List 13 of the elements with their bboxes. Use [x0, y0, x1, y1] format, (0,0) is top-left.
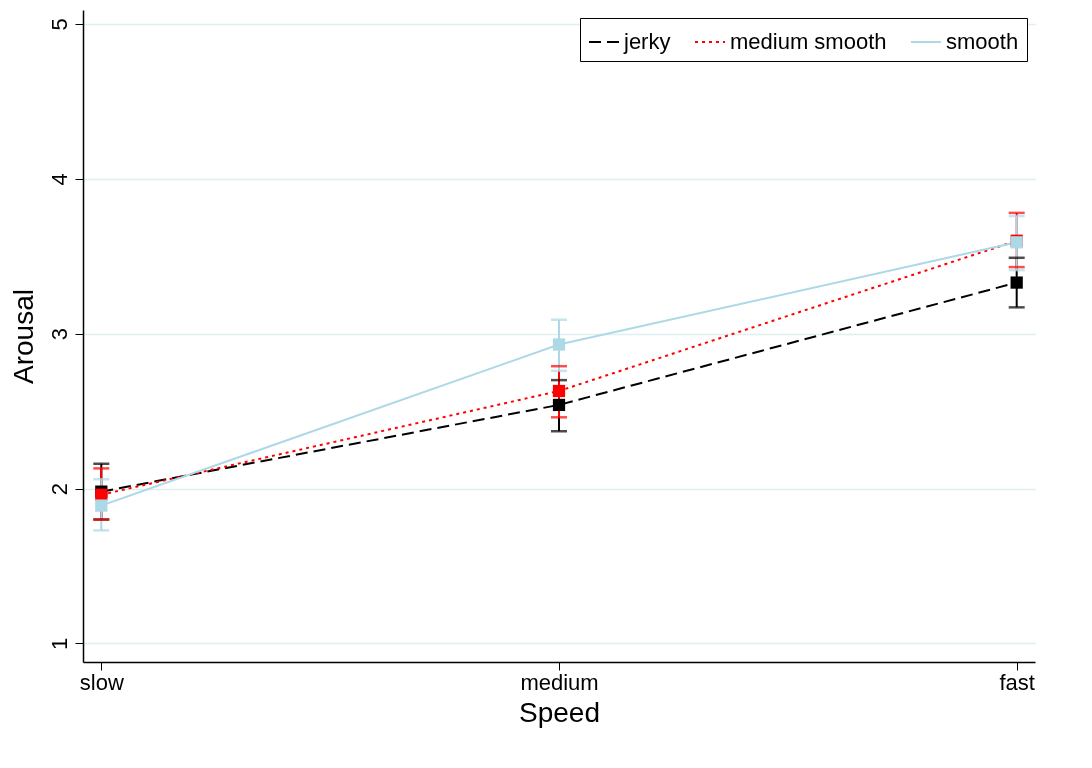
x-tick-label: slow: [79, 669, 124, 695]
y-tick-label: 4: [46, 173, 72, 186]
legend-label: smooth: [946, 29, 1019, 54]
y-tick-label: 2: [46, 482, 72, 496]
y-tick-label: 5: [46, 18, 72, 31]
x-axis-title: Speed: [519, 696, 600, 728]
y-axis-title: Arousal: [7, 289, 39, 384]
x-tick-label: medium: [520, 669, 599, 695]
y-tick-label: 1: [46, 637, 72, 651]
legend-label: medium smooth: [730, 29, 887, 54]
legend-label: jerky: [623, 29, 671, 54]
x-tick-label: fast: [999, 669, 1035, 695]
y-tick-label: 3: [46, 328, 72, 341]
